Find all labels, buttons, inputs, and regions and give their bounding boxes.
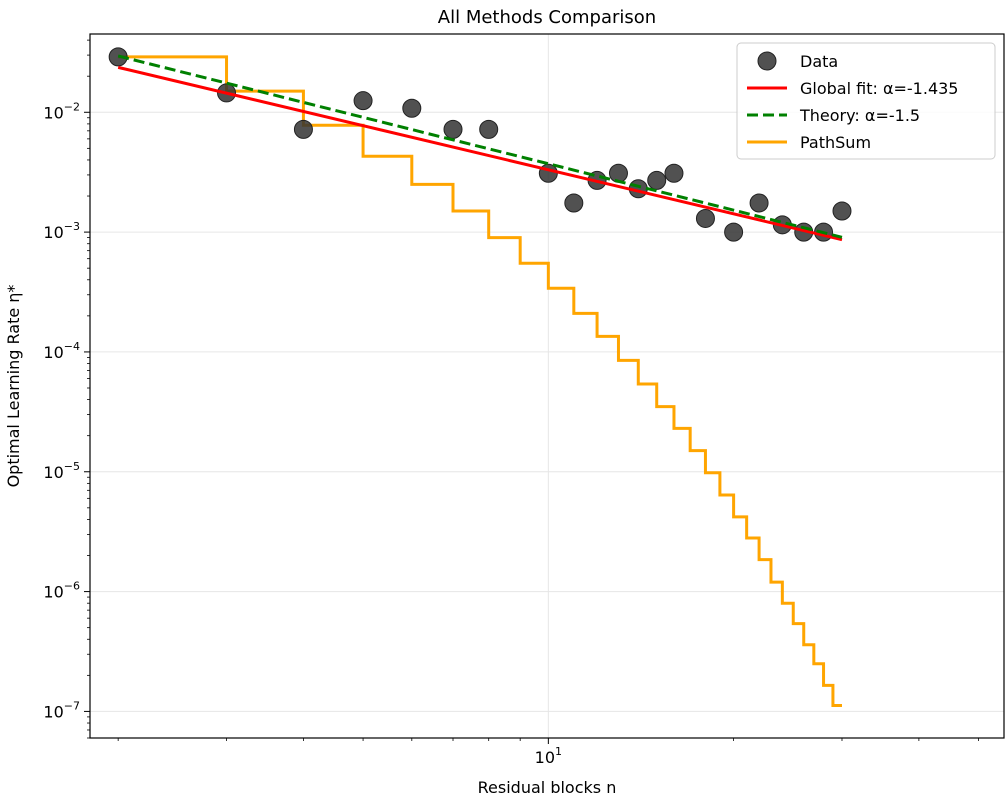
y-tick-label: 10−5 — [43, 460, 80, 482]
data-point — [479, 119, 499, 139]
pathsum-line — [118, 55, 842, 708]
data-point — [749, 193, 769, 213]
ticks: 10−2 10−3 10−4 10−5 10−6 10−7 101 — [43, 39, 979, 767]
data-point — [353, 91, 373, 111]
data-point — [724, 222, 744, 242]
theory-line — [117, 54, 843, 239]
data-point — [402, 98, 422, 118]
x-axis-label: Residual blocks n — [478, 778, 617, 797]
legend-label: Theory: α=-1.5 — [799, 106, 920, 125]
data-point — [564, 193, 584, 213]
y-tick-label: 10−6 — [43, 580, 80, 602]
x-tick-label: 101 — [535, 745, 562, 767]
legend-marker-data — [757, 51, 777, 71]
legend-label: Data — [800, 52, 838, 71]
y-tick-label: 10−4 — [43, 340, 80, 362]
legend-label: PathSum — [800, 133, 871, 152]
data-point — [695, 208, 715, 228]
axes-frame — [89, 33, 1005, 739]
data-point — [832, 201, 852, 221]
data-point — [647, 170, 667, 190]
plot-area — [108, 47, 852, 708]
y-tick-label: 10−7 — [43, 699, 80, 721]
y-tick-label: 10−2 — [43, 100, 80, 122]
y-tick-label: 10−3 — [43, 220, 80, 242]
data-point — [293, 119, 313, 139]
legend-label: Global fit: α=-1.435 — [800, 79, 958, 98]
legend: Data Global fit: α=-1.435 Theory: α=-1.5 Pa… — [736, 42, 996, 160]
series-layer — [108, 47, 852, 708]
y-axis-label: Optimal Learning Rate η* — [4, 285, 23, 488]
grid — [90, 34, 1004, 738]
data-point — [443, 119, 463, 139]
data-point — [664, 163, 684, 183]
data-point — [608, 163, 628, 183]
global-fit-line — [117, 65, 843, 242]
legend-box — [736, 42, 996, 160]
chart-title: All Methods Comparison — [438, 7, 656, 28]
